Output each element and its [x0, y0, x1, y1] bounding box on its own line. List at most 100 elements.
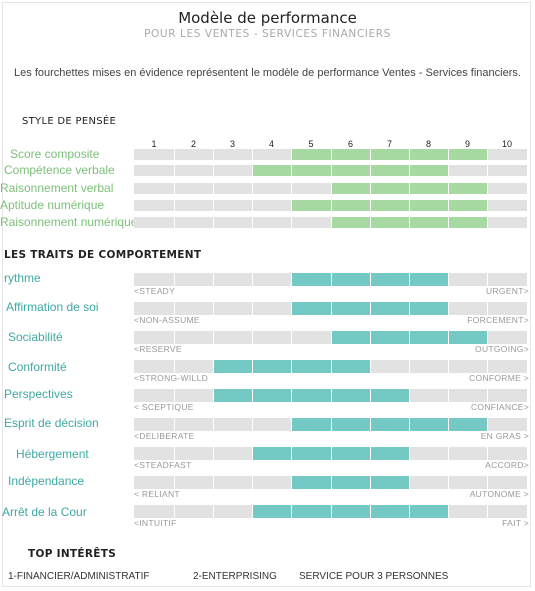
behavior-row-label: Conformité — [8, 360, 67, 374]
grid-divider — [448, 389, 449, 402]
scale-track — [134, 183, 527, 194]
scale-track — [134, 165, 527, 176]
scale-track — [134, 331, 527, 344]
grid-divider — [331, 183, 332, 194]
grid-divider — [213, 149, 214, 160]
behavior-row-label: Hébergement — [16, 447, 89, 461]
grid-divider — [487, 149, 488, 160]
thinking-row-label: Compétence verbale — [4, 163, 115, 177]
scale-track — [134, 418, 527, 431]
grid-divider — [331, 273, 332, 286]
grid-divider — [174, 149, 175, 160]
grid-divider — [448, 217, 449, 228]
grid-divider — [213, 447, 214, 460]
grid-divider — [409, 360, 410, 373]
grid-divider — [487, 418, 488, 431]
grid-divider — [409, 418, 410, 431]
grid-divider — [448, 273, 449, 286]
range-bar — [252, 165, 448, 176]
grid-divider — [174, 360, 175, 373]
section-thinking-heading: STYLE DE PENSÉE — [22, 116, 117, 127]
scale-tick-label: 9 — [464, 139, 470, 149]
grid-divider — [174, 418, 175, 431]
section-interests-heading: TOP INTÉRÊTS — [28, 548, 117, 560]
scale-track — [134, 447, 527, 460]
scale-track — [134, 149, 527, 160]
grid-divider — [252, 505, 253, 518]
grid-divider — [291, 149, 292, 160]
grid-divider — [409, 273, 410, 286]
grid-divider — [487, 447, 488, 460]
report-frame — [2, 2, 531, 587]
trait-high-anchor: CONFORME > — [469, 373, 529, 383]
trait-low-anchor: <STRONG-WILLD — [134, 373, 209, 383]
grid-divider — [448, 165, 449, 176]
grid-divider — [448, 447, 449, 460]
grid-divider — [448, 476, 449, 489]
trait-high-anchor: CONFIANCE> — [470, 402, 529, 412]
page-subtitle: POUR LES VENTES - SERVICES FINANCIERS — [144, 28, 391, 40]
grid-divider — [213, 505, 214, 518]
interest-1: 1-FINANCIER/ADMINISTRATIF — [8, 571, 150, 582]
grid-divider — [370, 505, 371, 518]
grid-divider — [448, 149, 449, 160]
scale-track — [134, 505, 527, 518]
trait-low-anchor: < RELIANT — [134, 489, 180, 499]
scale-track — [134, 360, 527, 373]
grid-divider — [487, 331, 488, 344]
grid-divider — [487, 165, 488, 176]
grid-divider — [370, 217, 371, 228]
grid-divider — [409, 389, 410, 402]
grid-divider — [213, 418, 214, 431]
scale-tick-label: 2 — [190, 139, 196, 149]
thinking-row-label: Raisonnement numérique — [0, 215, 138, 229]
scale-tick-label: 8 — [425, 139, 431, 149]
grid-divider — [291, 331, 292, 344]
grid-divider — [370, 418, 371, 431]
behavior-row-label: rythme — [4, 271, 41, 285]
scale-track — [134, 200, 527, 211]
grid-divider — [252, 389, 253, 402]
grid-divider — [291, 302, 292, 315]
grid-divider — [252, 183, 253, 194]
section-behavior-heading: LES TRAITS DE COMPORTEMENT — [4, 249, 202, 261]
grid-divider — [213, 302, 214, 315]
grid-divider — [331, 418, 332, 431]
grid-divider — [174, 165, 175, 176]
grid-divider — [252, 331, 253, 344]
trait-high-anchor: URGENT> — [486, 286, 529, 296]
grid-divider — [331, 149, 332, 160]
grid-divider — [409, 447, 410, 460]
grid-divider — [370, 447, 371, 460]
grid-divider — [291, 183, 292, 194]
grid-divider — [409, 505, 410, 518]
grid-divider — [213, 165, 214, 176]
grid-divider — [252, 418, 253, 431]
grid-divider — [252, 149, 253, 160]
grid-divider — [213, 389, 214, 402]
grid-divider — [252, 302, 253, 315]
grid-divider — [291, 217, 292, 228]
grid-divider — [291, 447, 292, 460]
grid-divider — [370, 389, 371, 402]
grid-divider — [252, 476, 253, 489]
range-bar — [213, 389, 409, 402]
range-bar — [252, 505, 448, 518]
thinking-row-label: Raisonnement verbal — [0, 181, 114, 195]
grid-divider — [291, 389, 292, 402]
grid-divider — [291, 360, 292, 373]
grid-divider — [370, 183, 371, 194]
grid-divider — [487, 476, 488, 489]
grid-divider — [487, 302, 488, 315]
grid-divider — [213, 183, 214, 194]
grid-divider — [331, 505, 332, 518]
behavior-row-label: Indépendance — [8, 474, 85, 488]
behavior-row-label: Sociabilité — [8, 330, 63, 344]
scale-track — [134, 302, 527, 315]
trait-low-anchor: < SCEPTIQUE — [134, 402, 194, 412]
grid-divider — [213, 476, 214, 489]
grid-divider — [331, 476, 332, 489]
behavior-row-label: Esprit de décision — [4, 416, 99, 430]
grid-divider — [174, 200, 175, 211]
grid-divider — [409, 149, 410, 160]
